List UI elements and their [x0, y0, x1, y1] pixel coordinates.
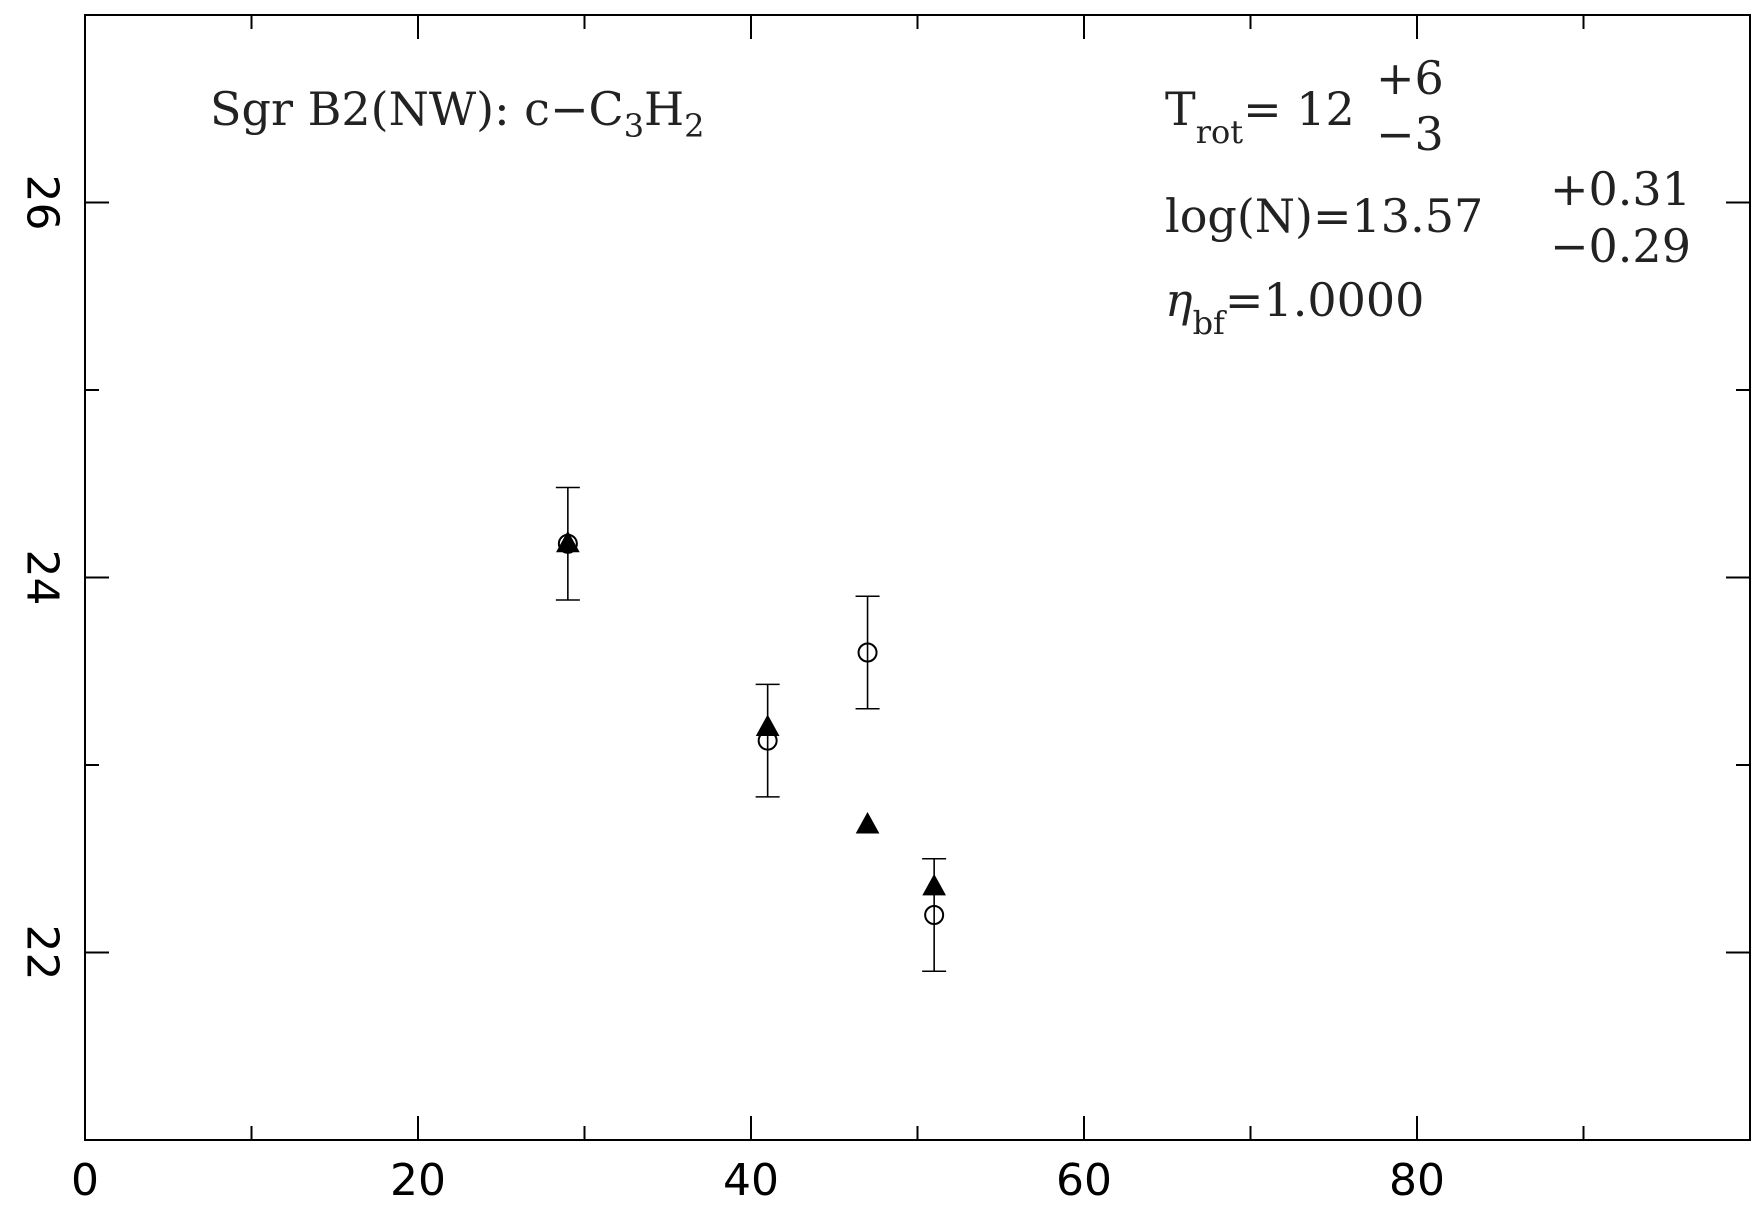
data-point-triangle — [922, 873, 946, 896]
trot-upper-error: +6 — [1376, 51, 1444, 105]
x-tick-label: 0 — [71, 1155, 99, 1206]
x-tick-label: 80 — [1389, 1155, 1445, 1206]
data-point-triangle — [855, 811, 880, 834]
data-point-circle — [924, 905, 945, 925]
y-tick-label: 26 — [17, 175, 68, 231]
y-tick-label: 24 — [17, 550, 68, 606]
axis-tick-labels: 0 20 40 60 80 22 24 26 — [17, 175, 1446, 1207]
trot-lower-error: −3 — [1376, 107, 1444, 161]
plot-border — [84, 14, 1751, 1141]
source-label: Sgr B2(NW): c−C3H2 — [210, 82, 705, 145]
plot-frame — [84, 14, 1751, 1141]
eta-label: ηbf=1.0000 — [1165, 273, 1424, 342]
axis-ticks — [85, 15, 1750, 1140]
x-tick-label: 40 — [723, 1155, 779, 1206]
data-marks — [555, 486, 947, 973]
trot-label: Trot= 12 — [1165, 82, 1355, 151]
data-point-triangle — [755, 714, 780, 736]
logn-upper-error: +0.31 — [1550, 162, 1691, 216]
y-tick-label: 22 — [17, 925, 68, 981]
logn-lower-error: −0.29 — [1550, 219, 1691, 273]
x-tick-label: 60 — [1056, 1155, 1112, 1206]
data-point-triangle — [556, 530, 580, 553]
logn-label: log(N)=13.57 — [1165, 189, 1483, 243]
data-point-circle — [857, 642, 878, 663]
x-tick-label: 20 — [390, 1155, 446, 1206]
